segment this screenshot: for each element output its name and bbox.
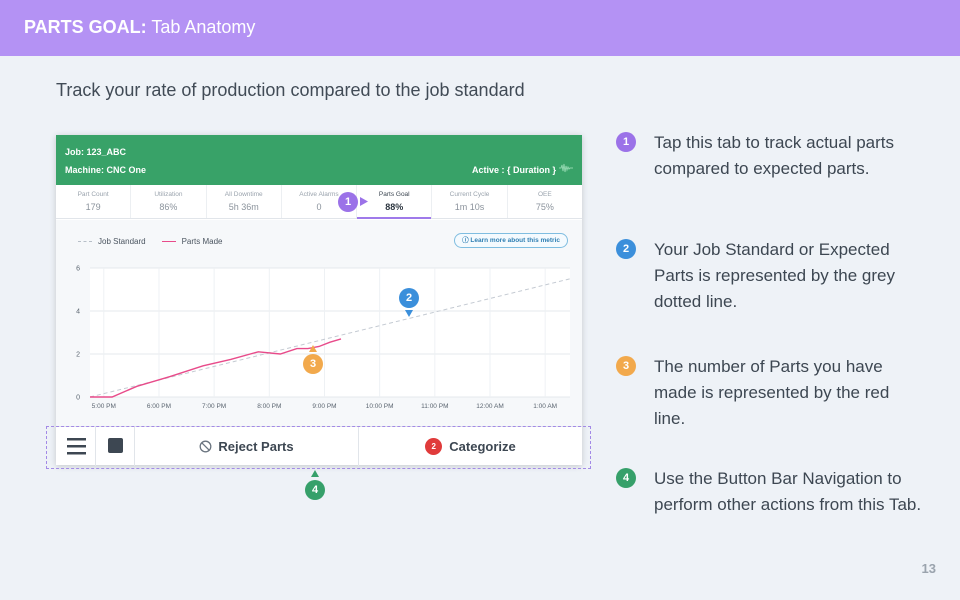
- tablet-screen-mockup: Job: 123_ABC Machine: CNC One Active : {…: [56, 135, 582, 466]
- menu-button[interactable]: [56, 427, 96, 466]
- annotation-4-text: Use the Button Bar Navigation to perform…: [654, 469, 922, 514]
- tab-parts-goal[interactable]: Parts Goal 88%: [357, 185, 433, 219]
- y-tick-label: 2: [76, 352, 80, 359]
- button-bar-highlight: [46, 426, 591, 469]
- page-number: 13: [921, 561, 936, 576]
- parts-made-line: [90, 338, 342, 398]
- x-tick-label: 8:00 PM: [257, 403, 281, 410]
- callout-marker-1: 1: [338, 192, 358, 212]
- annotation-3-badge: 3: [616, 356, 636, 376]
- annotation-2-text: Your Job Standard or Expected Parts is r…: [654, 240, 895, 311]
- reject-parts-label: Reject Parts: [218, 439, 294, 454]
- x-tick-label: 11:00 PM: [421, 403, 448, 410]
- callout-marker-3: 3: [303, 354, 323, 374]
- plot-background: [90, 268, 570, 397]
- categorize-count-badge: 2: [425, 438, 443, 455]
- stop-button[interactable]: [96, 427, 135, 466]
- tab-oee[interactable]: OEE 75%: [535, 191, 554, 212]
- chart-legend: Job Standard Parts Made: [78, 237, 223, 246]
- y-tick-label: 4: [76, 309, 80, 316]
- legend-dashed-swatch: [78, 241, 92, 242]
- active-duration-label: Active : { Duration }: [471, 165, 556, 175]
- parts-goal-chart: Job Standard Parts Made ⓘ Learn more abo…: [56, 220, 582, 426]
- annotation-4-badge: 4: [616, 468, 636, 488]
- line-chart-svg: 0 2 4 6 5:00 PM 6:00 PM 7:00 PM 8:00 PM 9:00 PM 1…: [76, 266, 571, 410]
- x-tick-label: 7:00 PM: [202, 403, 226, 410]
- page-title: PARTS GOAL: Tab Anatomy: [24, 17, 256, 37]
- callout-4-pointer: [311, 470, 319, 477]
- tab-utilization[interactable]: Utilization 86%: [131, 185, 207, 218]
- annotation-1-text: Tap this tab to track actual parts compa…: [654, 133, 895, 178]
- callout-1-pointer: [360, 197, 368, 206]
- legend-job-standard: Job Standard: [98, 237, 146, 246]
- help-icon: ⓘ: [462, 237, 469, 244]
- job-standard-line: [89, 278, 571, 398]
- reject-parts-button[interactable]: Reject Parts: [135, 427, 359, 466]
- tab-all-downtime[interactable]: All Downtime 5h 36m: [207, 185, 282, 218]
- prohibited-icon: [199, 440, 212, 453]
- annotation-3-text: The number of Parts you have made is rep…: [654, 357, 890, 428]
- button-bar: Reject Parts 2 Categorize: [56, 426, 582, 466]
- annotation-1-badge: 1: [616, 132, 636, 152]
- stop-icon: [108, 438, 123, 453]
- learn-more-button[interactable]: ⓘ Learn more about this metric: [454, 233, 568, 248]
- callout-3-pointer: [309, 345, 317, 352]
- signal-wave-icon: [559, 163, 573, 173]
- job-header: Job: 123_ABC Machine: CNC One Active : {…: [56, 135, 582, 185]
- callout-2-pointer: [405, 310, 413, 317]
- categorize-button[interactable]: 2 Categorize: [359, 427, 582, 466]
- hamburger-icon: [67, 438, 86, 455]
- tab-part-count[interactable]: Part Count 179: [56, 185, 132, 218]
- tab-current-cycle[interactable]: Current Cycle 1m 10s: [432, 185, 508, 218]
- x-tick-label: 5:00 PM: [92, 403, 116, 410]
- y-tick-label: 0: [76, 395, 80, 402]
- callout-marker-4: 4: [305, 480, 325, 500]
- legend-parts-made: Parts Made: [181, 237, 223, 246]
- callout-marker-2: 2: [399, 288, 419, 308]
- legend-line-swatch: [161, 241, 176, 242]
- x-tick-label: 10:00 PM: [366, 403, 394, 410]
- x-tick-label: 12:00 AM: [476, 403, 503, 410]
- x-tick-label: 1:00 AM: [533, 403, 557, 410]
- x-tick-label: 6:00 PM: [147, 403, 171, 410]
- job-label: Job: 123_ABC: [65, 147, 127, 157]
- categorize-label: Categorize: [449, 439, 516, 454]
- y-tick-label: 6: [76, 266, 80, 273]
- title-bar: PARTS GOAL: Tab Anatomy: [0, 0, 960, 56]
- annotation-2-badge: 2: [616, 239, 636, 259]
- machine-label: Machine: CNC One: [65, 165, 147, 175]
- metric-tabs: Part Count 179 Utilization 86% All Downtim…: [56, 185, 582, 219]
- x-tick-label: 9:00 PM: [312, 403, 336, 410]
- subtitle: Track your rate of production compared t…: [56, 80, 525, 100]
